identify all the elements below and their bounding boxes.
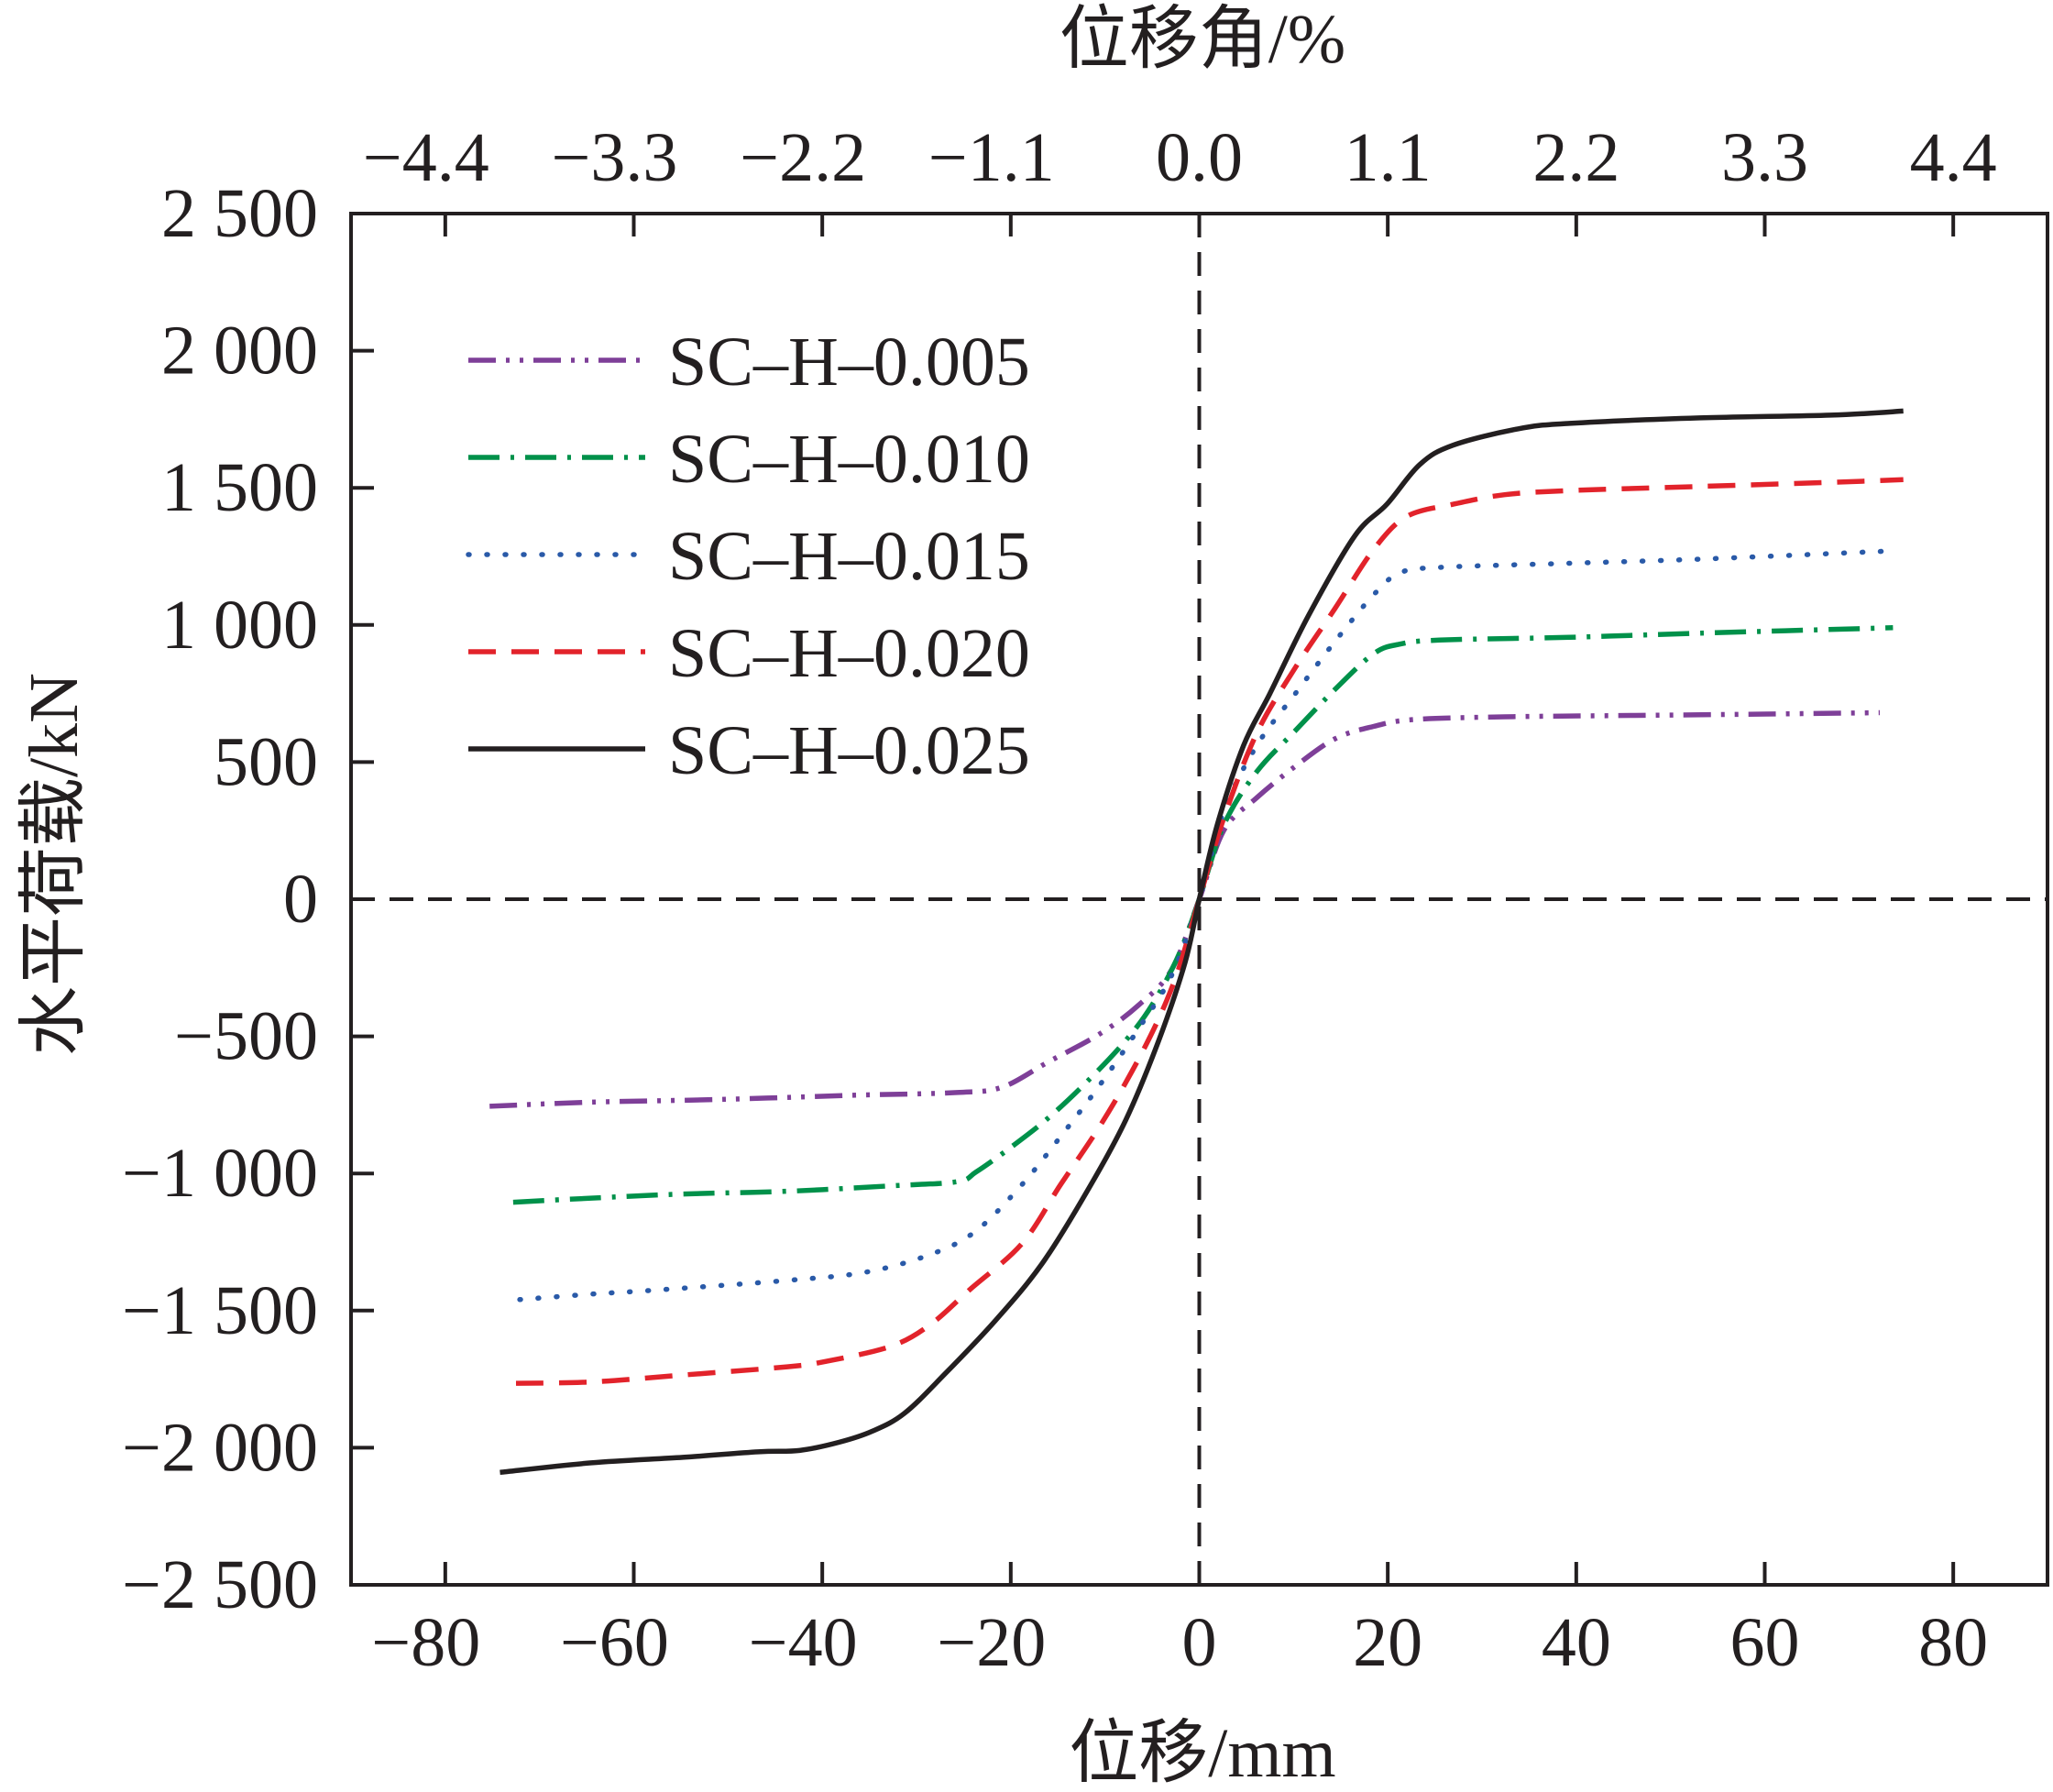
x2-tick-label: 1.1 [1345, 119, 1432, 196]
legend-label: SC–H–0.025 [668, 712, 1030, 789]
x-tick-label: 20 [1353, 1604, 1422, 1681]
x2-tick-label: 4.4 [1910, 119, 1997, 196]
y-tick-label: 1 500 [161, 449, 318, 526]
x2-tick-label: −2.2 [740, 119, 866, 196]
y-tick-label: −500 [174, 998, 318, 1075]
x-tick-label: −60 [560, 1604, 669, 1681]
y-tick-label: 2 000 [161, 313, 318, 390]
y-tick-label: −2 500 [122, 1546, 318, 1623]
x2-tick-label: −4.4 [363, 119, 489, 196]
x-tick-label: 60 [1730, 1604, 1800, 1681]
legend-item: SC–H–0.010 [468, 421, 1030, 498]
legend-item: SC–H–0.005 [468, 324, 1030, 401]
series-line-sc-h-0-020 [515, 477, 1904, 1386]
legend-label: SC–H–0.020 [668, 615, 1030, 692]
series-line-sc-h-0-025 [500, 408, 1904, 1476]
series-line-sc-h-0-010 [512, 625, 1894, 1205]
x2-tick-label: 2.2 [1532, 119, 1619, 196]
x2-tick-label: −1.1 [928, 119, 1055, 196]
x2-axis-title: 位移角/% [1059, 1, 1345, 78]
y-axis-title: 水平荷载/kN [16, 673, 93, 1056]
y-tick-label: 500 [214, 723, 318, 800]
legend: SC–H–0.005 SC–H–0.010 SC–H–0.015 SC–H–0.020… [466, 324, 1030, 789]
y-tick-label: −2 000 [122, 1409, 318, 1486]
x2-tick-label: −3.3 [552, 119, 678, 196]
y-tick-label: 0 [283, 861, 318, 938]
legend-label: SC–H–0.015 [668, 518, 1030, 595]
x2-tick-label: 3.3 [1721, 119, 1808, 196]
x-tick-label: −40 [749, 1604, 858, 1681]
y-tick-label: −1 500 [122, 1272, 318, 1349]
x-tick-label: 80 [1918, 1604, 1988, 1681]
x-axis-title: 位移/mm [1069, 1715, 1335, 1792]
y-tick-label: 1 000 [161, 587, 318, 664]
legend-label: SC–H–0.005 [668, 324, 1030, 401]
series-lines [489, 408, 1904, 1476]
x2-tick-label: 0.0 [1156, 119, 1243, 196]
axis-ticks [351, 212, 1956, 1587]
x-tick-label: 40 [1542, 1604, 1611, 1681]
legend-item: SC–H–0.015 [466, 518, 1030, 595]
legend-item: SC–H–0.025 [468, 712, 1030, 789]
x-tick-label: −20 [937, 1604, 1046, 1681]
y-tick-label: −1 000 [122, 1135, 318, 1212]
axis-tick-labels: −80 −60 −40 −20 0 20 40 60 80 −4.4 −3.3 −2.2 −1.1 0.0… [122, 119, 1997, 1681]
legend-label: SC–H–0.010 [668, 421, 1030, 498]
legend-item: SC–H–0.020 [468, 615, 1030, 692]
y-tick-label: 2 500 [161, 175, 318, 252]
x-tick-label: −80 [371, 1604, 480, 1681]
x-tick-label: 0 [1182, 1604, 1217, 1681]
